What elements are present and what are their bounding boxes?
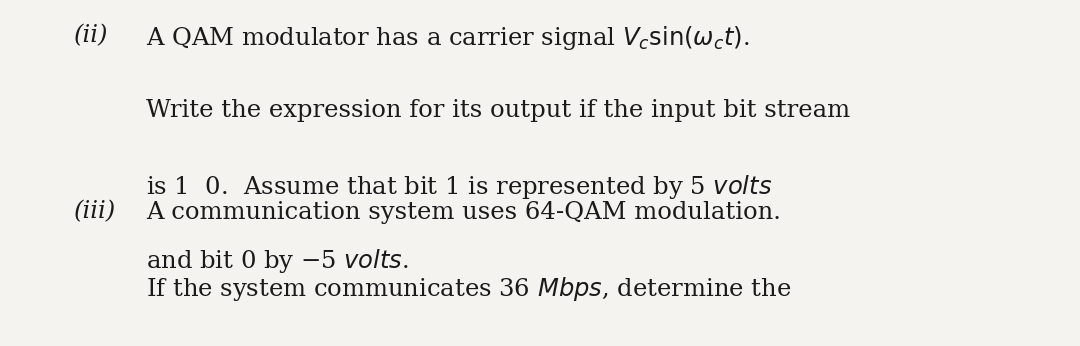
Text: Write the expression for its output if the input bit stream: Write the expression for its output if t… [146, 99, 850, 121]
Text: is 1  0.  Assume that bit 1 is represented by 5 $\it{volts}$: is 1 0. Assume that bit 1 is represented… [146, 173, 772, 201]
Text: If the system communicates 36 $\it{Mbps}$, determine the: If the system communicates 36 $\it{Mbps}… [146, 275, 792, 303]
Text: A communication system uses 64-QAM modulation.: A communication system uses 64-QAM modul… [146, 201, 781, 224]
Text: A QAM modulator has a carrier signal $V_c\sin(\omega_c t)$.: A QAM modulator has a carrier signal $V_… [146, 24, 750, 52]
Text: (ii): (ii) [73, 24, 108, 47]
Text: (iii): (iii) [73, 201, 116, 224]
Text: and bit 0 by −5 $\it{volts}$.: and bit 0 by −5 $\it{volts}$. [146, 247, 409, 275]
